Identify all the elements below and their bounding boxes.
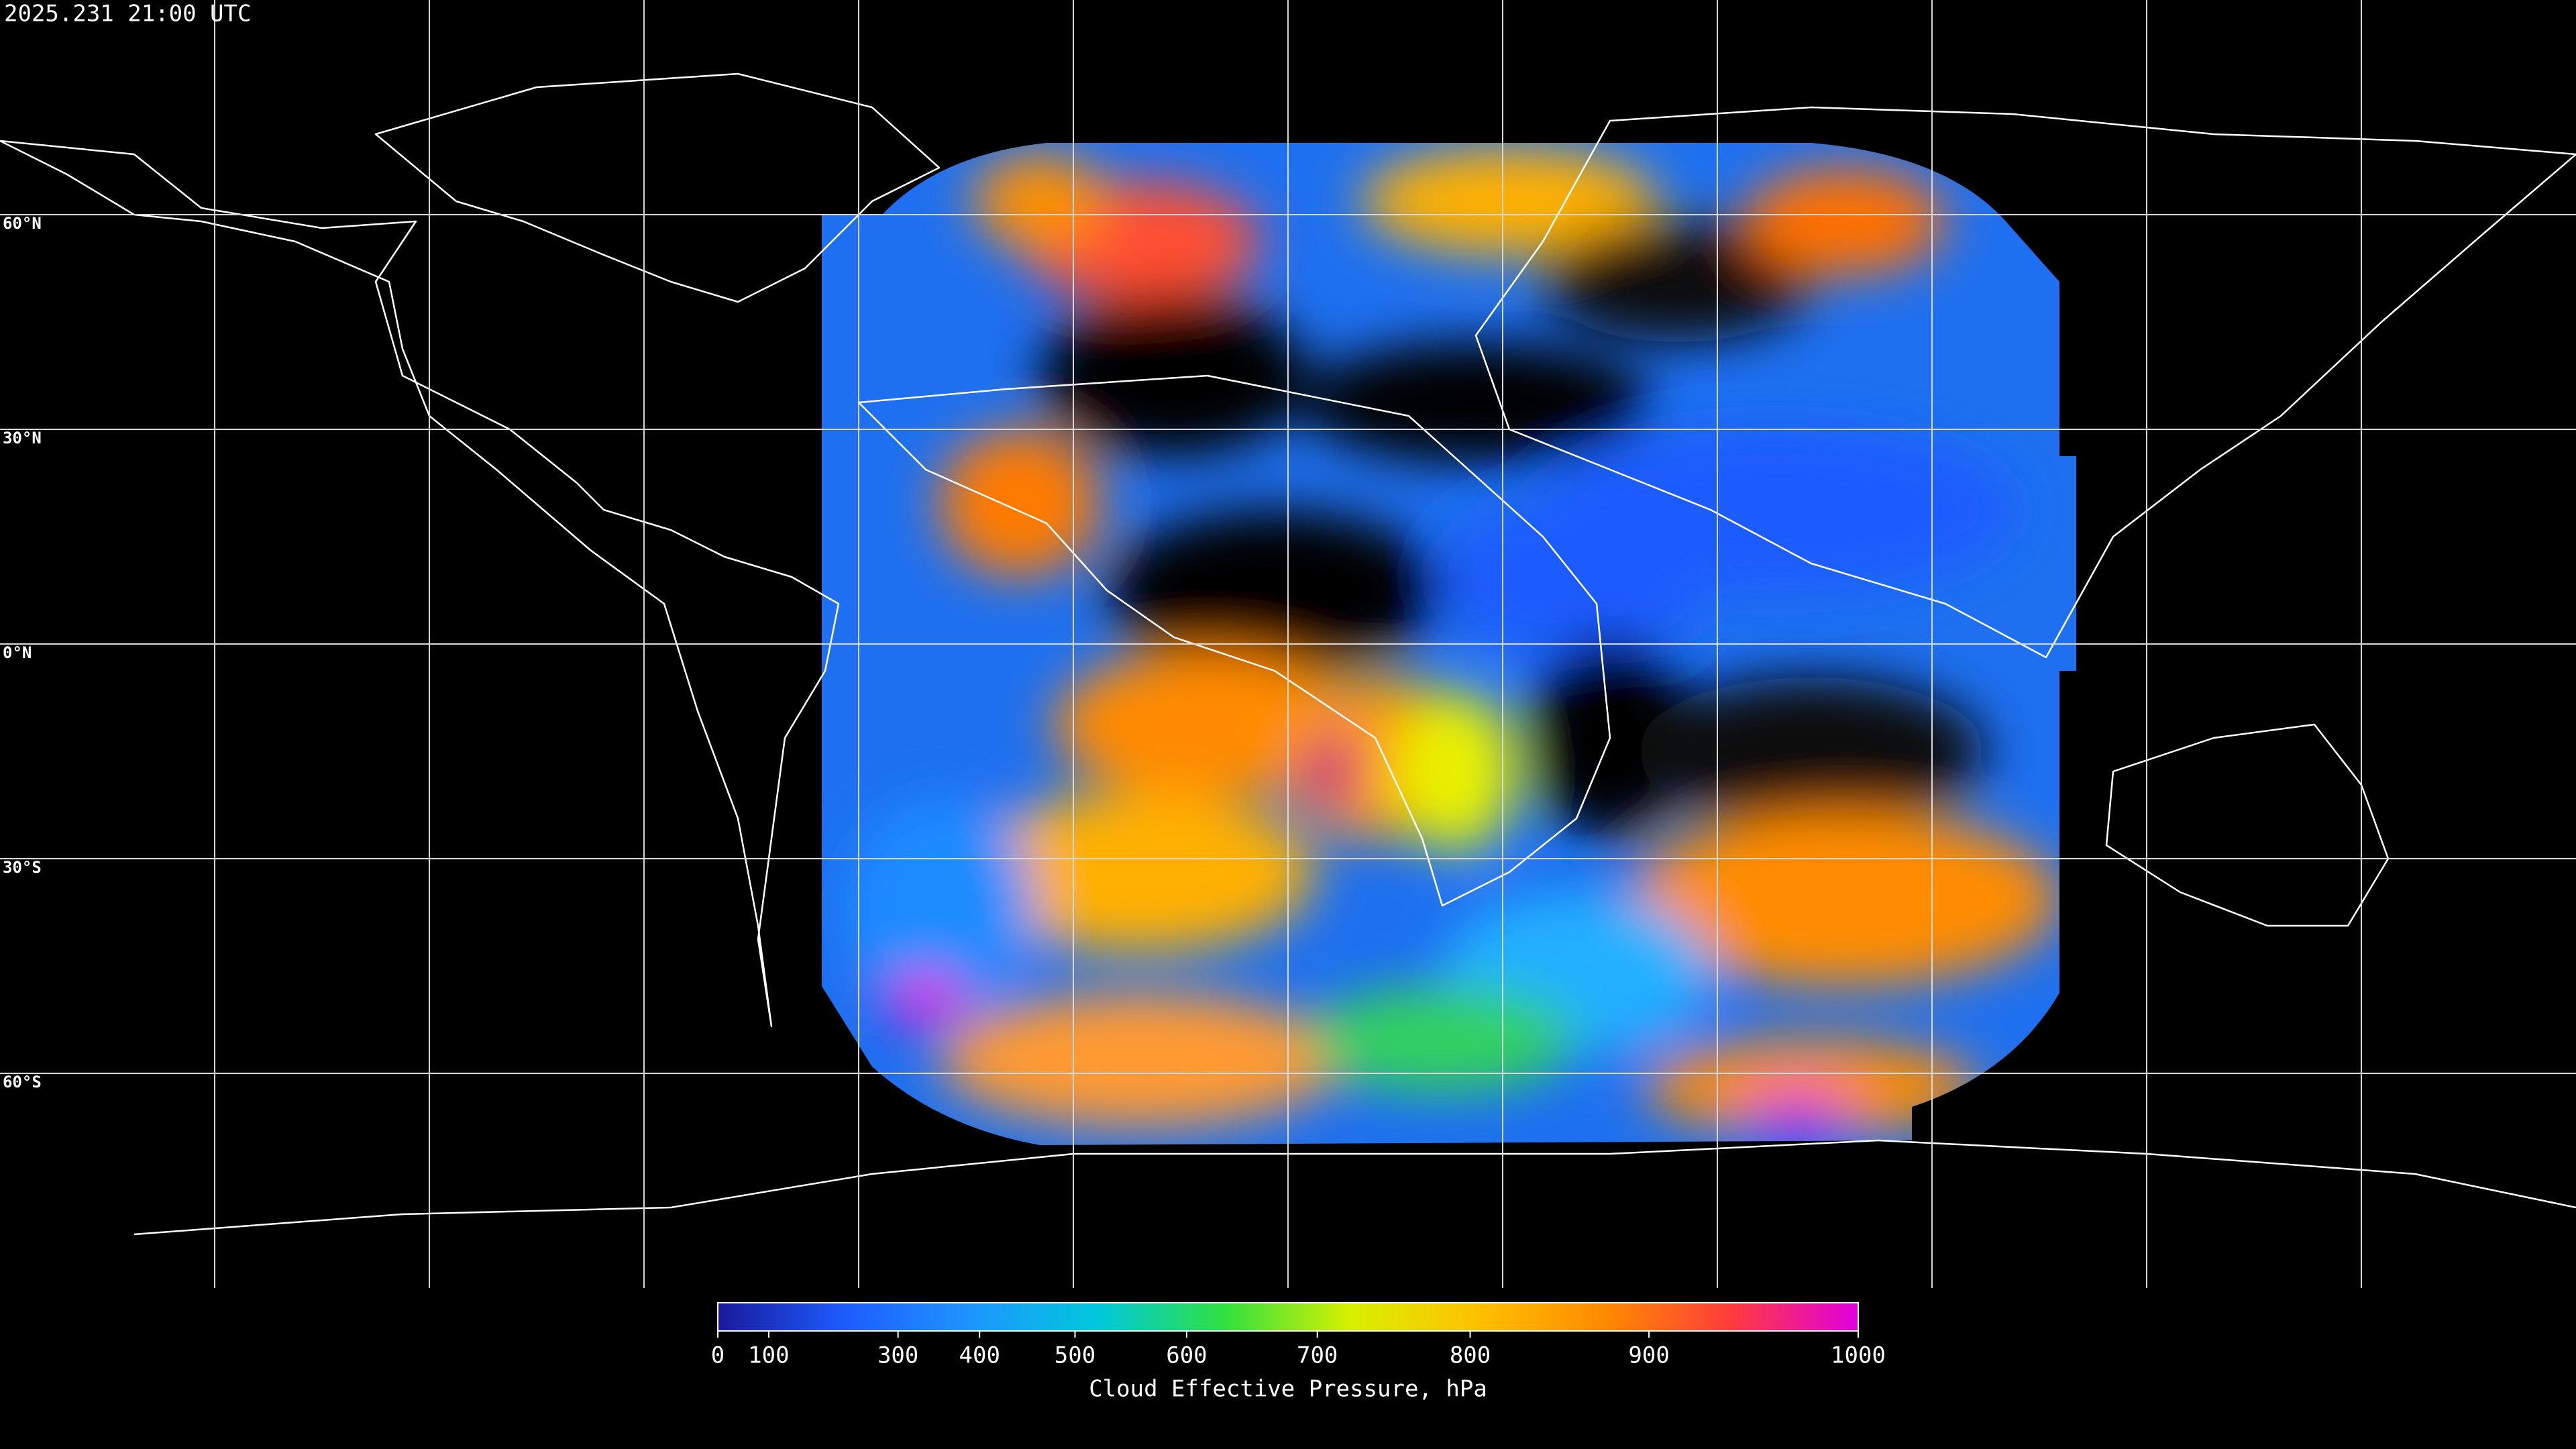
graticule: [0, 0, 2576, 1288]
coastlines: [0, 72, 2576, 1236]
colorbar-tick-label: 900: [1628, 1342, 1669, 1369]
colorbar-tick-label: 0: [711, 1342, 724, 1369]
lat-label: 30°S: [3, 858, 42, 877]
coastline-antarctica: [133, 1139, 2576, 1236]
coastline-americas: [0, 140, 840, 1028]
coastline-eurasia: [1474, 106, 2576, 659]
colorbar-tick-label: 700: [1297, 1342, 1338, 1369]
lat-label: 0°N: [3, 643, 32, 662]
colorbar: [717, 1302, 1859, 1332]
colorbar-tick-label: 500: [1055, 1342, 1095, 1369]
colorbar-tick-label: 400: [959, 1342, 1000, 1369]
coastline-australia: [2105, 723, 2390, 927]
colorbar-tick-label: 1000: [1831, 1342, 1886, 1369]
colorbar-title: Cloud Effective Pressure, hPa: [1089, 1376, 1487, 1403]
colorbar-tick-label: 100: [748, 1342, 789, 1369]
lat-label: 60°S: [3, 1073, 42, 1091]
coastline-africa: [857, 374, 1611, 907]
colorbar-tick-label: 800: [1450, 1342, 1491, 1369]
colorbar-tick-label: 600: [1166, 1342, 1207, 1369]
coastline-north: [374, 72, 941, 303]
timestamp: 2025.231 21:00 UTC: [4, 1, 251, 28]
lat-label: 60°N: [3, 214, 42, 233]
lat-label: 30°N: [3, 429, 42, 447]
colorbar-tick-label: 300: [877, 1342, 918, 1369]
